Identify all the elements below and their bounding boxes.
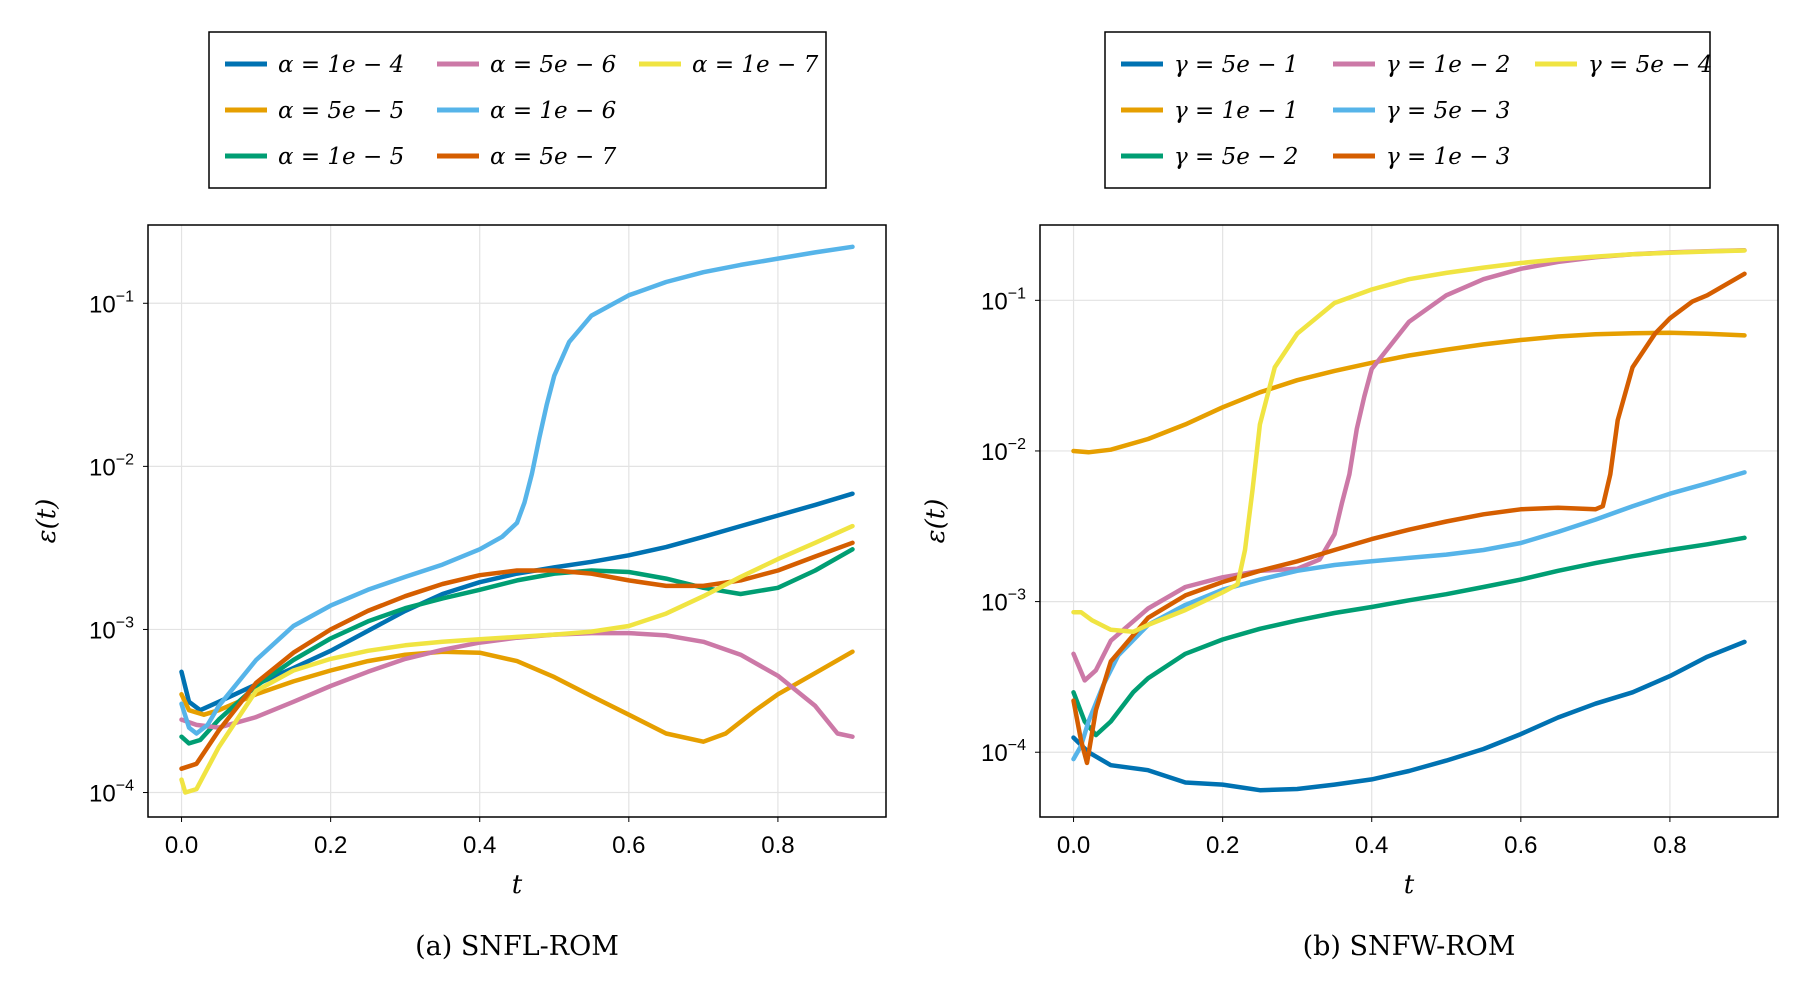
legend-item-2: α = 1e − 5: [225, 144, 404, 170]
y-tick-base: 10: [981, 439, 1008, 466]
y-tick-exponent: −3: [1008, 587, 1026, 604]
y-tick-base: 10: [89, 617, 116, 644]
legend-label: γ = 1e − 1: [1174, 98, 1298, 124]
legend-label: α = 1e − 5: [278, 144, 404, 170]
chart-panel-0: 0.0 0.2 0.4 0.6 0.810−110−210−310−4tε(t)α = …: [32, 31, 887, 962]
legend-item-6: γ = 5e − 4: [1535, 52, 1712, 78]
y-tick-base: 10: [89, 454, 116, 481]
x-tick-label: 0.4: [1355, 832, 1388, 859]
y-axis-label: ε(t): [32, 499, 62, 544]
series-group: [179, 244, 855, 795]
y-tick-label: 10−2: [89, 451, 134, 481]
legend-item-2: γ = 5e − 2: [1121, 144, 1298, 170]
legend-label: γ = 5e − 4: [1588, 52, 1712, 78]
legend-item-3: α = 5e − 6: [437, 52, 616, 78]
y-tick-label: 10−1: [981, 285, 1026, 315]
legend: γ = 5e − 1 γ = 1e − 1 γ = 5e − 2 γ = 1e − 2…: [1104, 31, 1712, 189]
legend-item-6: α = 1e − 7: [639, 52, 819, 78]
legend-label: γ = 5e − 2: [1174, 144, 1298, 170]
legend-frame: [208, 31, 827, 189]
y-tick-label: 10−3: [981, 587, 1026, 617]
y-tick-exponent: −4: [1008, 737, 1026, 754]
y-tick-exponent: −4: [116, 778, 134, 795]
legend-item-4: γ = 5e − 3: [1333, 98, 1510, 124]
y-tick-base: 10: [89, 781, 116, 808]
x-tick-label: 0.8: [1653, 832, 1686, 859]
x-tick-label: 0.8: [761, 832, 794, 859]
series-group: [1071, 247, 1747, 793]
x-axis-label: t: [1404, 870, 1415, 900]
x-tick-label: 0.0: [165, 832, 198, 859]
plot-frame: [147, 224, 887, 818]
y-tick-exponent: −2: [1008, 436, 1026, 453]
legend-label: α = 5e − 7: [490, 144, 617, 170]
y-tick-base: 10: [981, 288, 1008, 315]
y-tick-base: 10: [89, 291, 116, 318]
legend-label: γ = 5e − 3: [1386, 98, 1510, 124]
y-tick-exponent: −3: [116, 614, 134, 631]
legend-label: γ = 1e − 3: [1386, 144, 1510, 170]
y-tick-label: 10−1: [89, 288, 134, 318]
legend-item-0: α = 1e − 4: [225, 52, 404, 78]
x-tick-label: 0.2: [1206, 832, 1239, 859]
y-tick-exponent: −1: [116, 288, 134, 305]
legend-label: α = 5e − 5: [278, 98, 404, 124]
series-line-4: [1071, 470, 1747, 762]
chart-panel-1: 0.0 0.2 0.4 0.6 0.810−110−210−310−4tε(t)γ = …: [921, 31, 1779, 962]
y-tick-label: 10−2: [981, 436, 1026, 466]
legend-item-3: γ = 1e − 2: [1333, 52, 1510, 78]
legend-label: α = 1e − 4: [278, 52, 404, 78]
legend-label: α = 1e − 7: [692, 52, 819, 78]
series-line-1: [1071, 330, 1747, 455]
y-axis-label: ε(t): [921, 499, 951, 544]
x-tick-label: 0.4: [463, 832, 496, 859]
legend-item-1: α = 5e − 5: [225, 98, 404, 124]
y-tick-base: 10: [981, 740, 1008, 767]
series-line-5: [1071, 271, 1747, 766]
legend-item-4: α = 1e − 6: [437, 98, 616, 124]
legend: α = 1e − 4 α = 5e − 5 α = 1e − 5 α = 5e − 6…: [208, 31, 827, 189]
series-line-4: [179, 244, 855, 736]
series-line-0: [1071, 639, 1747, 793]
legend-item-1: γ = 1e − 1: [1121, 98, 1298, 124]
plot-area: [1040, 225, 1778, 817]
x-tick-label: 0.6: [1504, 832, 1537, 859]
y-tick-label: 10−4: [89, 778, 134, 808]
y-tick-exponent: −2: [116, 451, 134, 468]
x-tick-label: 0.2: [314, 832, 347, 859]
legend-label: α = 1e − 6: [490, 98, 616, 124]
series-line-2: [179, 547, 855, 746]
legend-label: γ = 5e − 1: [1174, 52, 1298, 78]
y-tick-label: 10−4: [981, 737, 1026, 767]
series-line-0: [179, 491, 855, 713]
legend-item-5: α = 5e − 7: [437, 144, 617, 170]
legend-item-5: γ = 1e − 3: [1333, 144, 1510, 170]
figure-caption: (b) SNFW-ROM: [1303, 931, 1516, 962]
series-line-6: [1071, 248, 1747, 635]
plot-frame: [1039, 224, 1779, 818]
legend-item-0: γ = 5e − 1: [1121, 52, 1298, 78]
y-tick-base: 10: [981, 590, 1008, 617]
y-tick-label: 10−3: [89, 614, 134, 644]
legend-label: γ = 1e − 2: [1386, 52, 1510, 78]
x-tick-label: 0.0: [1057, 832, 1090, 859]
x-axis-label: t: [512, 870, 523, 900]
y-tick-exponent: −1: [1008, 285, 1026, 302]
series-line-6: [179, 523, 855, 795]
series-line-2: [1071, 535, 1747, 738]
figure-caption: (a) SNFL-ROM: [415, 931, 619, 962]
legend-label: α = 5e − 6: [490, 52, 616, 78]
x-tick-label: 0.6: [612, 832, 645, 859]
legend-frame: [1104, 31, 1711, 189]
